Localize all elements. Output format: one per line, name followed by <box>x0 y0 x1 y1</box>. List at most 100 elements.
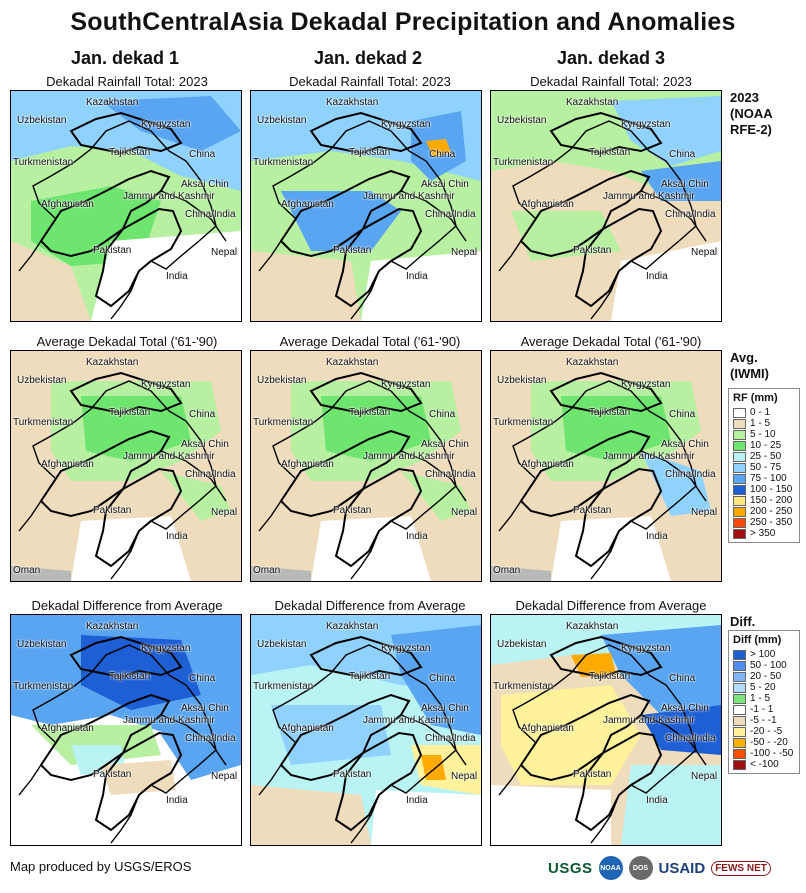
place-label-oman: Oman <box>493 565 521 576</box>
place-label-turkmenistan: Turkmenistan <box>493 417 554 428</box>
difference-legend-item: 20 - 50 <box>733 671 795 682</box>
rainfall-legend-label: 150 - 200 <box>750 495 793 506</box>
place-label-jammu-kashmir: Jammu and Kashmir <box>603 191 695 202</box>
place-label-aksai-chin: Aksai Chin <box>421 439 469 450</box>
difference-legend-item: 5 - 20 <box>733 682 795 693</box>
afghanistan-border <box>39 169 171 258</box>
place-label-uzbekistan: Uzbekistan <box>257 115 307 126</box>
place-label-china-india: China/India <box>185 209 236 220</box>
place-label-india: India <box>646 271 668 282</box>
place-label-afghanistan: Afghanistan <box>41 723 94 734</box>
place-label-china: China <box>429 149 456 160</box>
map-average-dekad-2: Kazakhstan Uzbekistan Kyrgyzstan Turkmenist… <box>250 350 482 582</box>
place-label-jammu-kashmir: Jammu and Kashmir <box>363 451 455 462</box>
place-label-china-india: China/India <box>665 209 716 220</box>
region-border <box>18 644 217 844</box>
place-label-nepal: Nepal <box>211 247 238 258</box>
difference-legend-item: -5 - -1 <box>733 715 795 726</box>
central-asia-border <box>69 371 183 415</box>
rainfall-legend-swatch <box>733 418 746 429</box>
afghanistan-border <box>519 169 651 258</box>
side-title-average: Avg. (IWMI) <box>730 350 769 382</box>
difference-legend-item: 1 - 5 <box>733 693 795 704</box>
place-label-oman: Oman <box>13 565 41 576</box>
place-label-turkmenistan: Turkmenistan <box>493 681 554 692</box>
difference-legend-swatch <box>733 671 746 682</box>
afghanistan-border <box>39 429 171 518</box>
central-asia-border <box>549 371 663 415</box>
place-label-india: India <box>406 531 428 542</box>
place-label-afghanistan: Afghanistan <box>521 723 574 734</box>
place-label-nepal: Nepal <box>691 247 718 258</box>
panel-label-rainfall-2: Dekadal Rainfall Total: 2023 <box>289 74 451 89</box>
place-label-oman: Oman <box>253 565 281 576</box>
central-asia-border <box>69 111 183 155</box>
difference-legend-label: -100 - -50 <box>750 748 794 759</box>
map-precipitation-patch <box>391 625 481 735</box>
place-label-tajikistan: Tajikistan <box>589 407 631 418</box>
map-precipitation-patch <box>251 251 361 321</box>
difference-legend-item: -20 - -5 <box>733 726 795 737</box>
afghanistan-border <box>279 169 411 258</box>
region-border <box>18 380 217 580</box>
place-label-turkmenistan: Turkmenistan <box>253 681 314 692</box>
place-label-aksai-chin: Aksai Chin <box>421 179 469 190</box>
rainfall-legend-item: 0 - 1 <box>733 407 795 418</box>
afghanistan-border <box>519 693 651 782</box>
map-precipitation-patch <box>101 760 176 795</box>
rainfall-legend-item: 1 - 5 <box>733 418 795 429</box>
place-label-pakistan: Pakistan <box>93 769 132 780</box>
place-label-tajikistan: Tajikistan <box>589 671 631 682</box>
panel-label-difference-1: Dekadal Difference from Average <box>31 598 223 613</box>
place-label-kazakhstan: Kazakhstan <box>566 621 619 632</box>
rainfall-legend-swatch <box>733 528 746 539</box>
place-label-nepal: Nepal <box>691 507 718 518</box>
rainfall-legend-label: > 350 <box>750 528 776 539</box>
place-label-afghanistan: Afghanistan <box>41 199 94 210</box>
place-label-turkmenistan: Turkmenistan <box>13 417 74 428</box>
region-border <box>258 120 457 320</box>
rainfall-legend-title: RF (mm) <box>733 392 778 404</box>
place-label-india: India <box>166 531 188 542</box>
place-label-kyrgyzstan: Kyrgyzstan <box>141 119 191 130</box>
difference-legend-label: -20 - -5 <box>750 726 783 737</box>
difference-legend-swatch <box>733 715 746 726</box>
place-label-kazakhstan: Kazakhstan <box>86 97 139 108</box>
side-title-line: (NOAA <box>730 106 773 121</box>
place-label-nepal: Nepal <box>451 247 478 258</box>
place-label-turkmenistan: Turkmenistan <box>493 157 554 168</box>
rainfall-legend-item: 50 - 75 <box>733 462 795 473</box>
difference-legend-swatch <box>733 748 746 759</box>
india-border <box>160 190 227 242</box>
place-label-china: China <box>189 673 216 684</box>
central-asia-border <box>549 635 663 679</box>
panel-label-rainfall-1: Dekadal Rainfall Total: 2023 <box>46 74 208 89</box>
map-rainfall-dekad-2: Kazakhstan Uzbekistan Kyrgyzstan Turkmenist… <box>250 90 482 322</box>
region-border <box>498 644 697 844</box>
fews-net-logo: FEWS NET <box>711 860 771 876</box>
place-label-pakistan: Pakistan <box>333 505 372 516</box>
main-title: SouthCentralAsia Dekadal Precipitation a… <box>70 8 736 36</box>
difference-legend: Diff (mm) > 100 50 - 100 20 - 50 5 - 20 1 - … <box>728 630 800 774</box>
place-label-india: India <box>166 795 188 806</box>
rainfall-legend-swatch <box>733 440 746 451</box>
rainfall-legend-swatch <box>733 484 746 495</box>
place-label-aksai-chin: Aksai Chin <box>661 703 709 714</box>
place-label-china: China <box>429 409 456 420</box>
place-label-tajikistan: Tajikistan <box>349 147 391 158</box>
place-label-jammu-kashmir: Jammu and Kashmir <box>603 715 695 726</box>
place-label-jammu-kashmir: Jammu and Kashmir <box>363 715 455 726</box>
map-precipitation-patch <box>11 241 91 321</box>
place-label-kazakhstan: Kazakhstan <box>566 357 619 368</box>
place-label-kyrgyzstan: Kyrgyzstan <box>141 379 191 390</box>
place-label-pakistan: Pakistan <box>333 769 372 780</box>
map-precipitation-patch <box>511 211 621 261</box>
noaa-logo: NOAA <box>598 856 623 880</box>
central-asia-border <box>549 111 663 155</box>
place-label-pakistan: Pakistan <box>93 245 132 256</box>
place-label-tajikistan: Tajikistan <box>109 147 151 158</box>
difference-legend-label: -1 - 1 <box>750 704 774 715</box>
difference-legend-swatch <box>733 737 746 748</box>
column-title-dekad-2: Jan. dekad 2 <box>313 48 423 68</box>
central-asia-border <box>309 635 423 679</box>
